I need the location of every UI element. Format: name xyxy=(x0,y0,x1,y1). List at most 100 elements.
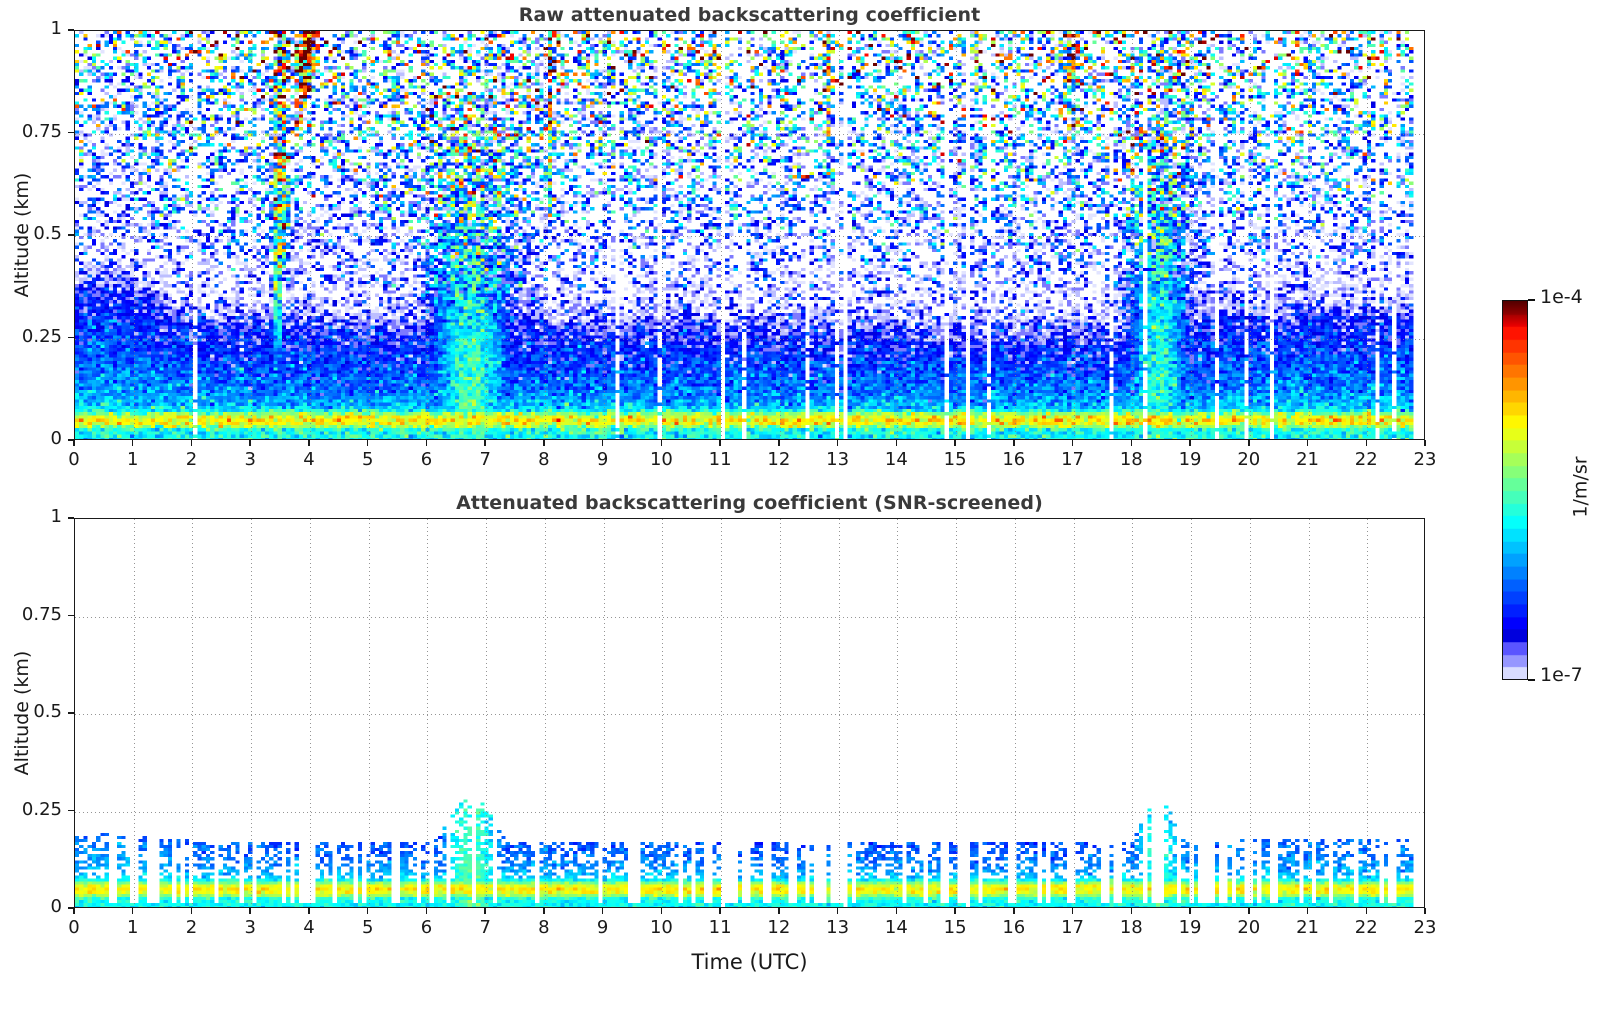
x-tick-raw-18 xyxy=(1130,440,1133,446)
x-tick-label-screened-3: 3 xyxy=(244,917,256,938)
x-tick-raw-22 xyxy=(1365,440,1367,446)
panel-title-screened: Attenuated backscattering coefficient (S… xyxy=(456,492,1043,514)
x-tick-label-screened-15: 15 xyxy=(943,917,967,938)
x-tick-screened-6 xyxy=(425,908,428,914)
x-tick-screened-13 xyxy=(836,908,839,914)
x-tick-screened-15 xyxy=(954,908,956,914)
x-tick-label-raw-8: 8 xyxy=(538,449,550,470)
x-tick-label-screened-1: 1 xyxy=(127,917,139,938)
y-tick-raw-1 xyxy=(68,336,74,339)
x-tick-label-raw-11: 11 xyxy=(708,449,732,470)
x-tick-label-raw-16: 16 xyxy=(1002,449,1026,470)
colorbar-tick-max xyxy=(1528,299,1535,301)
x-tick-raw-19 xyxy=(1189,440,1191,446)
colorbar-max-label: 1e-4 xyxy=(1540,286,1583,308)
x-tick-screened-2 xyxy=(190,908,193,914)
y-tick-label-screened-1: 0.25 xyxy=(21,798,62,820)
y-tick-label-raw-3: 0.75 xyxy=(21,120,62,142)
x-tick-raw-14 xyxy=(895,440,898,446)
x-tick-label-raw-5: 5 xyxy=(361,449,374,470)
x-tick-raw-5 xyxy=(366,440,369,446)
x-tick-raw-8 xyxy=(543,440,545,446)
x-tick-raw-1 xyxy=(131,440,134,446)
plot-area-raw[interactable] xyxy=(74,30,1425,440)
x-tick-screened-17 xyxy=(1071,908,1074,914)
x-tick-raw-11 xyxy=(719,440,721,446)
x-tick-raw-13 xyxy=(836,440,839,446)
y-tick-screened-2 xyxy=(68,712,74,714)
x-tick-label-raw-12: 12 xyxy=(767,449,791,470)
x-tick-label-raw-21: 21 xyxy=(1296,449,1319,470)
x-tick-label-screened-17: 17 xyxy=(1061,917,1085,938)
y-tick-raw-4 xyxy=(68,29,74,31)
x-tick-label-screened-5: 5 xyxy=(361,917,374,938)
x-tick-label-raw-18: 18 xyxy=(1119,449,1143,470)
x-tick-screened-14 xyxy=(895,908,898,914)
x-tick-label-screened-19: 19 xyxy=(1178,917,1202,938)
x-tick-screened-8 xyxy=(543,908,545,914)
x-tick-screened-12 xyxy=(778,908,780,914)
colorbar-tick-min xyxy=(1528,679,1535,681)
x-tick-label-raw-1: 1 xyxy=(127,449,139,470)
y-tick-screened-3 xyxy=(68,614,74,617)
x-tick-label-screened-22: 22 xyxy=(1354,917,1378,938)
x-tick-screened-5 xyxy=(366,908,369,914)
x-tick-raw-12 xyxy=(778,440,780,446)
x-tick-screened-10 xyxy=(660,908,663,914)
x-tick-screened-9 xyxy=(601,908,604,914)
x-tick-raw-3 xyxy=(249,440,251,446)
x-tick-screened-0 xyxy=(73,908,75,914)
x-tick-raw-10 xyxy=(660,440,663,446)
x-tick-label-screened-6: 6 xyxy=(420,917,433,938)
x-tick-screened-1 xyxy=(131,908,134,914)
x-tick-screened-16 xyxy=(1013,908,1015,914)
colorbar[interactable] xyxy=(1502,300,1528,680)
x-tick-label-raw-7: 7 xyxy=(479,449,491,470)
x-tick-label-raw-13: 13 xyxy=(826,449,850,470)
x-tick-raw-21 xyxy=(1306,440,1309,446)
x-tick-screened-20 xyxy=(1248,908,1250,914)
x-tick-raw-15 xyxy=(954,440,956,446)
y-tick-screened-4 xyxy=(68,517,74,519)
plot-area-screened[interactable] xyxy=(74,518,1425,908)
x-tick-raw-4 xyxy=(308,440,310,446)
x-tick-label-raw-15: 15 xyxy=(943,449,967,470)
y-tick-raw-0 xyxy=(68,439,74,441)
x-tick-raw-7 xyxy=(484,440,486,446)
x-tick-label-screened-2: 2 xyxy=(185,917,198,938)
x-tick-label-screened-10: 10 xyxy=(649,917,673,938)
x-tick-raw-17 xyxy=(1071,440,1074,446)
x-tick-label-raw-17: 17 xyxy=(1061,449,1085,470)
x-tick-label-raw-0: 0 xyxy=(68,449,80,470)
y-tick-label-raw-1: 0.25 xyxy=(21,325,62,347)
x-tick-label-raw-10: 10 xyxy=(649,449,673,470)
x-tick-raw-9 xyxy=(601,440,604,446)
y-tick-screened-0 xyxy=(68,907,74,909)
heatmap-screened xyxy=(75,519,1424,907)
y-tick-label-screened-0: 0 xyxy=(50,896,62,917)
x-tick-raw-2 xyxy=(190,440,193,446)
x-tick-screened-19 xyxy=(1189,908,1191,914)
x-tick-screened-4 xyxy=(308,908,310,914)
x-tick-screened-11 xyxy=(719,908,721,914)
y-tick-label-raw-2: 0.5 xyxy=(33,223,62,244)
x-tick-label-screened-16: 16 xyxy=(1002,917,1026,938)
colorbar-gradient xyxy=(1503,301,1527,679)
y-tick-label-raw-4: 1 xyxy=(50,18,62,39)
x-tick-screened-21 xyxy=(1306,908,1309,914)
x-tick-label-screened-14: 14 xyxy=(884,917,908,938)
x-tick-label-screened-23: 23 xyxy=(1413,917,1437,938)
x-tick-label-screened-13: 13 xyxy=(826,917,850,938)
colorbar-min-label: 1e-7 xyxy=(1540,664,1583,686)
y-tick-raw-2 xyxy=(68,234,74,236)
x-tick-screened-23 xyxy=(1424,908,1426,914)
y-tick-label-screened-2: 0.5 xyxy=(33,701,62,722)
x-tick-label-screened-8: 8 xyxy=(538,917,550,938)
x-tick-raw-0 xyxy=(73,440,75,446)
x-tick-label-raw-9: 9 xyxy=(596,449,609,470)
x-tick-screened-18 xyxy=(1130,908,1133,914)
colorbar-unit-label: 1/m/sr xyxy=(1569,456,1592,518)
x-tick-label-screened-0: 0 xyxy=(68,917,80,938)
x-tick-label-screened-21: 21 xyxy=(1296,917,1319,938)
